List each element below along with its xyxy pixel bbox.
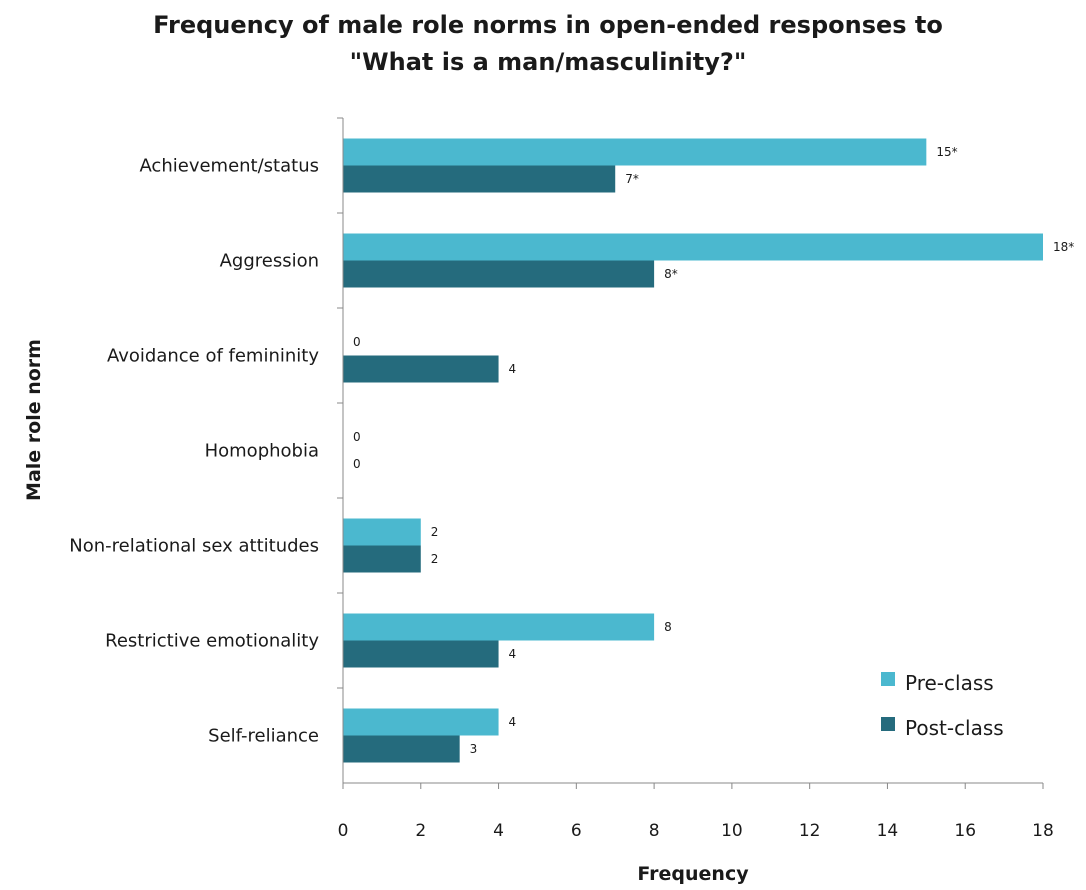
data-label-homophobia-pre-class: 0	[353, 430, 361, 444]
x-axis-title: Frequency	[637, 863, 749, 885]
category-labels-group: Achievement/status Aggression Avoidance of…	[69, 156, 319, 747]
data-label-restrictive-emotionality-pre-class: 8	[664, 620, 672, 634]
legend-label-pre-class: Pre-class	[905, 671, 994, 695]
data-label-avoidance-of-femininity-post-class: 4	[509, 362, 517, 376]
category-label-avoidance-of-femininity: Avoidance of femininity	[107, 346, 319, 367]
bar-non-relational-sex-attitudes-post-class	[343, 545, 421, 573]
bar-achievement-status-pre-class	[343, 138, 927, 166]
x-tick-label-0: 0	[338, 821, 349, 841]
legend-swatch-post-class	[881, 717, 895, 731]
bar-avoidance-of-femininity-post-class	[343, 355, 499, 383]
x-tick-label-2: 2	[415, 821, 426, 841]
bar-non-relational-sex-attitudes-pre-class	[343, 518, 421, 546]
y-axis-title: Male role norm	[23, 339, 45, 501]
x-tick-label-16: 16	[954, 821, 976, 841]
x-tick-label-14: 14	[877, 821, 899, 841]
bar-aggression-post-class	[343, 260, 655, 288]
legend-swatch-pre-class	[881, 672, 895, 686]
category-label-achievement-status: Achievement/status	[139, 156, 319, 177]
category-label-self-reliance: Self-reliance	[208, 726, 319, 747]
category-label-homophobia: Homophobia	[205, 441, 319, 462]
chart-title-line2: "What is a man/masculinity?"	[350, 48, 747, 76]
data-label-non-relational-sex-attitudes-post-class: 2	[431, 552, 439, 566]
legend-label-post-class: Post-class	[905, 716, 1004, 740]
bar-aggression-pre-class	[343, 233, 1043, 261]
x-tick-label-4: 4	[493, 821, 504, 841]
data-label-homophobia-post-class: 0	[353, 457, 361, 471]
data-label-restrictive-emotionality-post-class: 4	[509, 647, 517, 661]
bars-group	[343, 138, 1043, 763]
category-label-aggression: Aggression	[220, 251, 319, 272]
data-label-achievement-status-post-class: 7*	[625, 172, 639, 186]
data-label-aggression-pre-class: 18*	[1053, 240, 1074, 254]
data-label-self-reliance-pre-class: 4	[509, 715, 517, 729]
x-ticks-group: 0 2 4 6 8 10 12 14 16 18	[337, 117, 1054, 841]
bar-restrictive-emotionality-post-class	[343, 640, 499, 668]
x-tick-label-10: 10	[721, 821, 743, 841]
data-label-self-reliance-post-class: 3	[470, 742, 478, 756]
data-label-avoidance-of-femininity-pre-class: 0	[353, 335, 361, 349]
chart-title-line1: Frequency of male role norms in open-end…	[153, 11, 943, 39]
data-label-achievement-status-pre-class: 15*	[936, 145, 957, 159]
category-label-restrictive-emotionality: Restrictive emotionality	[105, 631, 319, 652]
category-label-non-relational-sex-attitudes: Non-relational sex attitudes	[69, 536, 319, 557]
legend: Pre-class Post-class	[881, 671, 1004, 740]
bar-self-reliance-pre-class	[343, 708, 499, 736]
data-labels-group: 15* 7* 18* 8* 0 4 0 0 2 2 8 4 4 3	[353, 145, 1074, 756]
x-tick-label-8: 8	[649, 821, 660, 841]
data-label-aggression-post-class: 8*	[664, 267, 678, 281]
bar-self-reliance-post-class	[343, 735, 460, 763]
bar-achievement-status-post-class	[343, 165, 616, 193]
x-tick-label-6: 6	[571, 821, 582, 841]
x-tick-label-18: 18	[1032, 821, 1054, 841]
bar-restrictive-emotionality-pre-class	[343, 613, 655, 641]
x-tick-label-12: 12	[799, 821, 821, 841]
data-label-non-relational-sex-attitudes-pre-class: 2	[431, 525, 439, 539]
